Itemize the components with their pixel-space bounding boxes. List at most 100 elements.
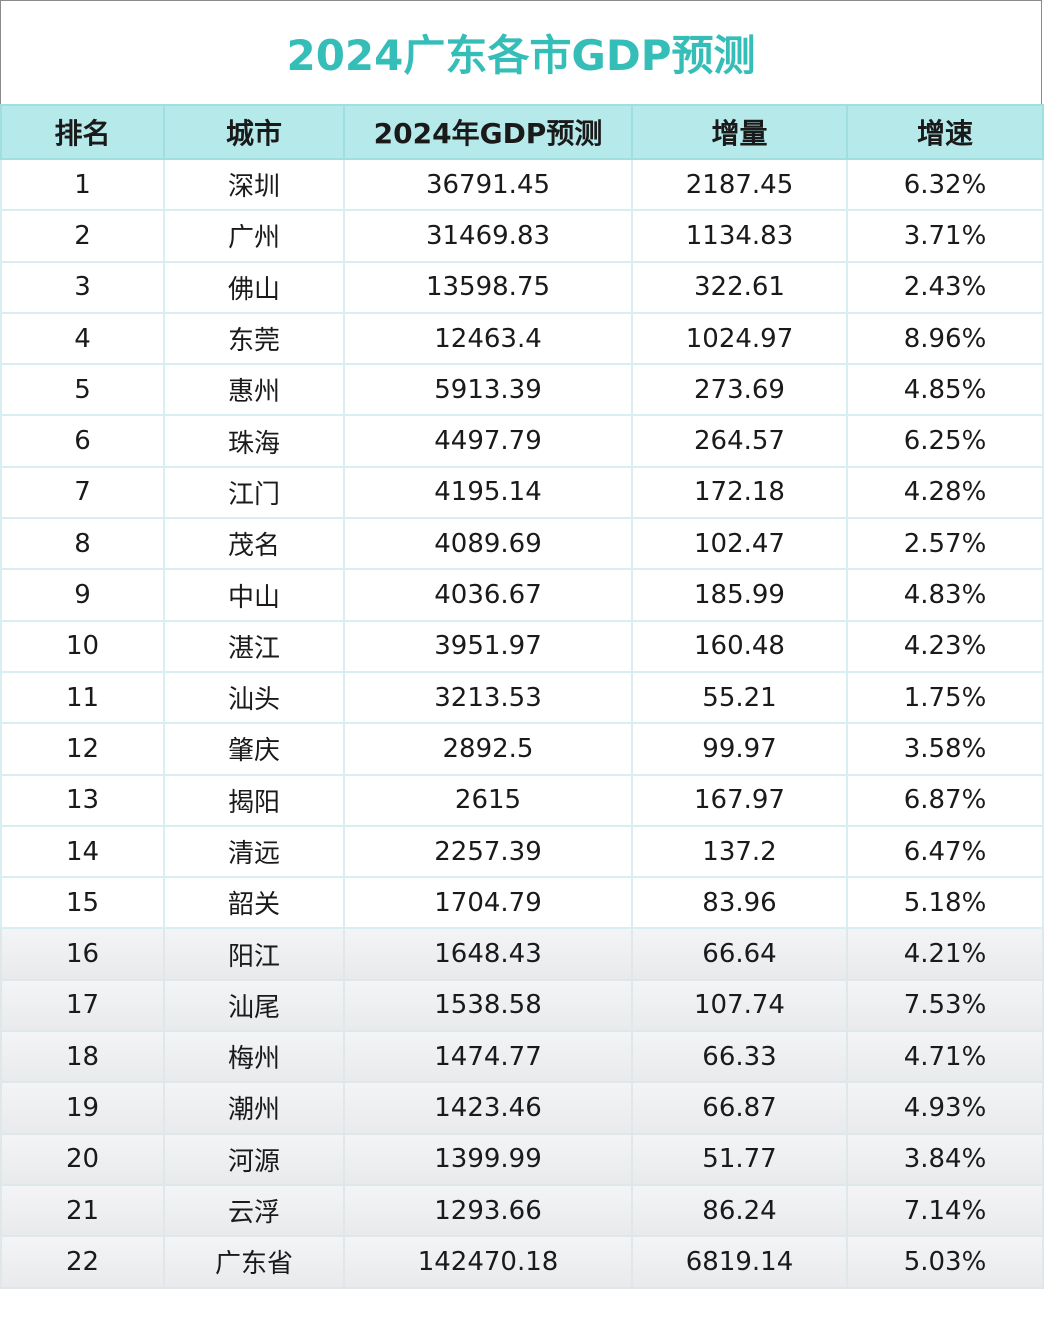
- table-row: 12 肇庆 2892.5 99.97 3.58%: [0, 722, 1044, 776]
- cell-city: 广州: [163, 209, 345, 263]
- table-row: 4 东莞 12463.4 1024.97 8.96%: [0, 311, 1044, 366]
- cell-increase: 185.99: [631, 568, 848, 622]
- cell-growth: 6.47%: [846, 824, 1044, 879]
- cell-increase: 273.69: [631, 363, 848, 417]
- cell-growth: 7.53%: [846, 978, 1044, 1033]
- cell-increase: 51.77: [631, 1132, 848, 1186]
- cell-growth: 6.32%: [846, 157, 1044, 212]
- page-title: 2024广东各市GDP预测: [286, 31, 756, 80]
- cell-gdp: 4195.14: [343, 465, 633, 520]
- cell-growth: 1.75%: [846, 670, 1044, 725]
- cell-rank: 22: [0, 1235, 165, 1289]
- table-row: 3 佛山 13598.75 322.61 2.43%: [0, 260, 1044, 314]
- cell-rank: 3: [0, 260, 165, 314]
- table-row: 15 韶关 1704.79 83.96 5.18%: [0, 876, 1044, 930]
- cell-growth: 4.21%: [846, 927, 1044, 981]
- cell-rank: 2: [0, 209, 165, 263]
- cell-increase: 55.21: [631, 670, 848, 725]
- table-row: 11 汕头 3213.53 55.21 1.75%: [0, 670, 1044, 725]
- header-gdp: 2024年GDP预测: [343, 104, 633, 160]
- cell-city: 深圳: [163, 157, 345, 212]
- cell-gdp: 1423.46: [343, 1081, 633, 1135]
- cell-gdp: 1474.77: [343, 1030, 633, 1084]
- cell-rank: 6: [0, 414, 165, 468]
- table-row: 6 珠海 4497.79 264.57 6.25%: [0, 414, 1044, 468]
- cell-city: 东莞: [163, 311, 345, 366]
- table-row: 9 中山 4036.67 185.99 4.83%: [0, 568, 1044, 622]
- cell-rank: 20: [0, 1132, 165, 1186]
- cell-increase: 264.57: [631, 414, 848, 468]
- cell-gdp: 2257.39: [343, 824, 633, 879]
- cell-rank: 13: [0, 773, 165, 827]
- cell-gdp: 31469.83: [343, 209, 633, 263]
- cell-gdp: 4497.79: [343, 414, 633, 468]
- table-row: 5 惠州 5913.39 273.69 4.85%: [0, 363, 1044, 417]
- cell-gdp: 1293.66: [343, 1183, 633, 1238]
- table-row: 20 河源 1399.99 51.77 3.84%: [0, 1132, 1044, 1186]
- cell-growth: 4.85%: [846, 363, 1044, 417]
- cell-growth: 3.58%: [846, 722, 1044, 776]
- cell-increase: 66.33: [631, 1030, 848, 1084]
- cell-increase: 167.97: [631, 773, 848, 827]
- cell-growth: 2.57%: [846, 517, 1044, 571]
- cell-city: 茂名: [163, 517, 345, 571]
- cell-growth: 7.14%: [846, 1183, 1044, 1238]
- cell-city: 汕尾: [163, 978, 345, 1033]
- cell-increase: 1134.83: [631, 209, 848, 263]
- cell-city: 汕头: [163, 670, 345, 725]
- cell-increase: 2187.45: [631, 157, 848, 212]
- cell-gdp: 1648.43: [343, 927, 633, 981]
- cell-growth: 4.93%: [846, 1081, 1044, 1135]
- cell-increase: 86.24: [631, 1183, 848, 1238]
- table-row: 17 汕尾 1538.58 107.74 7.53%: [0, 978, 1044, 1033]
- cell-rank: 19: [0, 1081, 165, 1135]
- gdp-table: 排名 城市 2024年GDP预测 增量 增速 1 深圳 36791.45 2187.4…: [0, 104, 1044, 1289]
- cell-increase: 107.74: [631, 978, 848, 1033]
- cell-rank: 12: [0, 722, 165, 776]
- cell-increase: 6819.14: [631, 1235, 848, 1289]
- cell-increase: 137.2: [631, 824, 848, 879]
- cell-growth: 4.71%: [846, 1030, 1044, 1084]
- cell-city: 惠州: [163, 363, 345, 417]
- cell-rank: 8: [0, 517, 165, 571]
- table-row: 1 深圳 36791.45 2187.45 6.32%: [0, 157, 1044, 212]
- cell-city: 广东省: [163, 1235, 345, 1289]
- header-city: 城市: [163, 104, 345, 160]
- table-row: 16 阳江 1648.43 66.64 4.21%: [0, 927, 1044, 981]
- cell-gdp: 1704.79: [343, 876, 633, 930]
- cell-gdp: 4089.69: [343, 517, 633, 571]
- cell-growth: 5.03%: [846, 1235, 1044, 1289]
- table-row: 2 广州 31469.83 1134.83 3.71%: [0, 209, 1044, 263]
- cell-city: 湛江: [163, 619, 345, 673]
- cell-city: 珠海: [163, 414, 345, 468]
- cell-city: 揭阳: [163, 773, 345, 827]
- cell-gdp: 4036.67: [343, 568, 633, 622]
- cell-increase: 1024.97: [631, 311, 848, 366]
- cell-gdp: 3951.97: [343, 619, 633, 673]
- cell-growth: 2.43%: [846, 260, 1044, 314]
- cell-gdp: 36791.45: [343, 157, 633, 212]
- cell-rank: 7: [0, 465, 165, 520]
- header-increase: 增量: [631, 104, 848, 160]
- cell-increase: 83.96: [631, 876, 848, 930]
- cell-city: 佛山: [163, 260, 345, 314]
- cell-rank: 10: [0, 619, 165, 673]
- cell-gdp: 2892.5: [343, 722, 633, 776]
- table-header: 排名 城市 2024年GDP预测 增量 增速: [0, 104, 1044, 160]
- table-row: 8 茂名 4089.69 102.47 2.57%: [0, 517, 1044, 571]
- cell-rank: 17: [0, 978, 165, 1033]
- cell-rank: 1: [0, 157, 165, 212]
- table-row: 7 江门 4195.14 172.18 4.28%: [0, 465, 1044, 520]
- cell-rank: 4: [0, 311, 165, 366]
- cell-increase: 66.87: [631, 1081, 848, 1135]
- table-row: 22 广东省 142470.18 6819.14 5.03%: [0, 1235, 1044, 1289]
- cell-rank: 16: [0, 927, 165, 981]
- cell-increase: 99.97: [631, 722, 848, 776]
- cell-increase: 172.18: [631, 465, 848, 520]
- title-box: 2024广东各市GDP预测: [0, 0, 1042, 104]
- cell-rank: 14: [0, 824, 165, 879]
- header-growth: 增速: [846, 104, 1044, 160]
- cell-gdp: 2615: [343, 773, 633, 827]
- table-row: 18 梅州 1474.77 66.33 4.71%: [0, 1030, 1044, 1084]
- cell-growth: 8.96%: [846, 311, 1044, 366]
